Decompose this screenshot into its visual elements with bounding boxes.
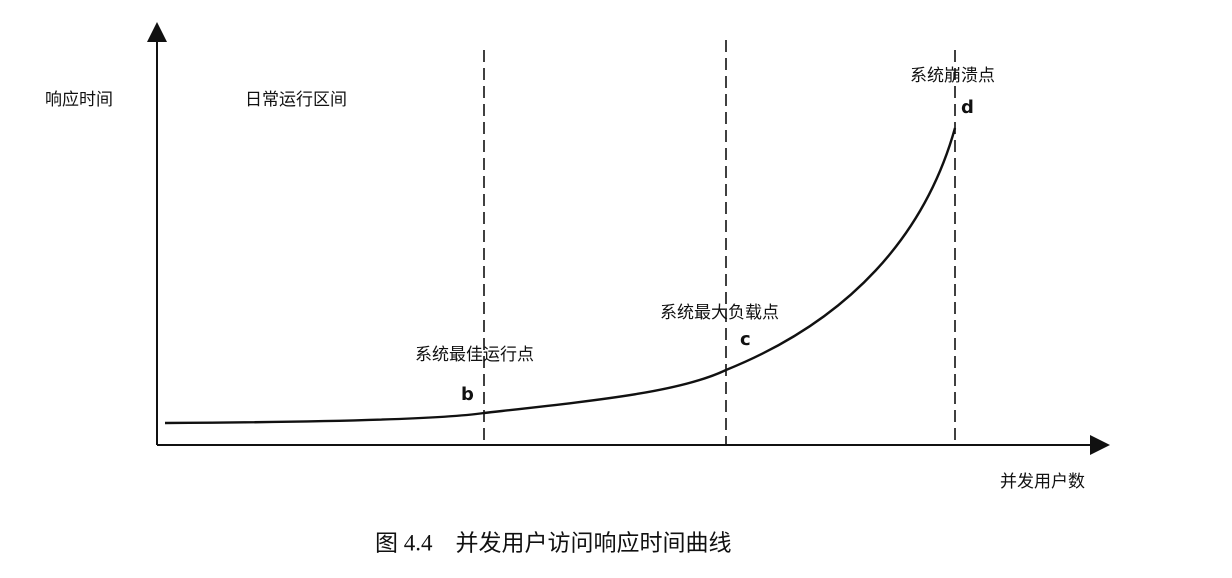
region-label: 日常运行区间 [245, 90, 347, 110]
caption: 图 4.4 并发用户访问响应时间曲线 [375, 530, 732, 555]
point-name: b [461, 384, 474, 405]
y-axis-label: 响应时间 [45, 90, 113, 110]
point-name: d [961, 97, 974, 118]
x-axis-label: 并发用户数 [1000, 472, 1085, 492]
point-name: c [740, 329, 751, 350]
response-curve [164, 127, 957, 425]
point-label: 系统最佳运行点 [415, 345, 534, 365]
point-label: 系统最大负载点 [660, 303, 779, 323]
point-label: 系统崩溃点 [910, 66, 995, 86]
